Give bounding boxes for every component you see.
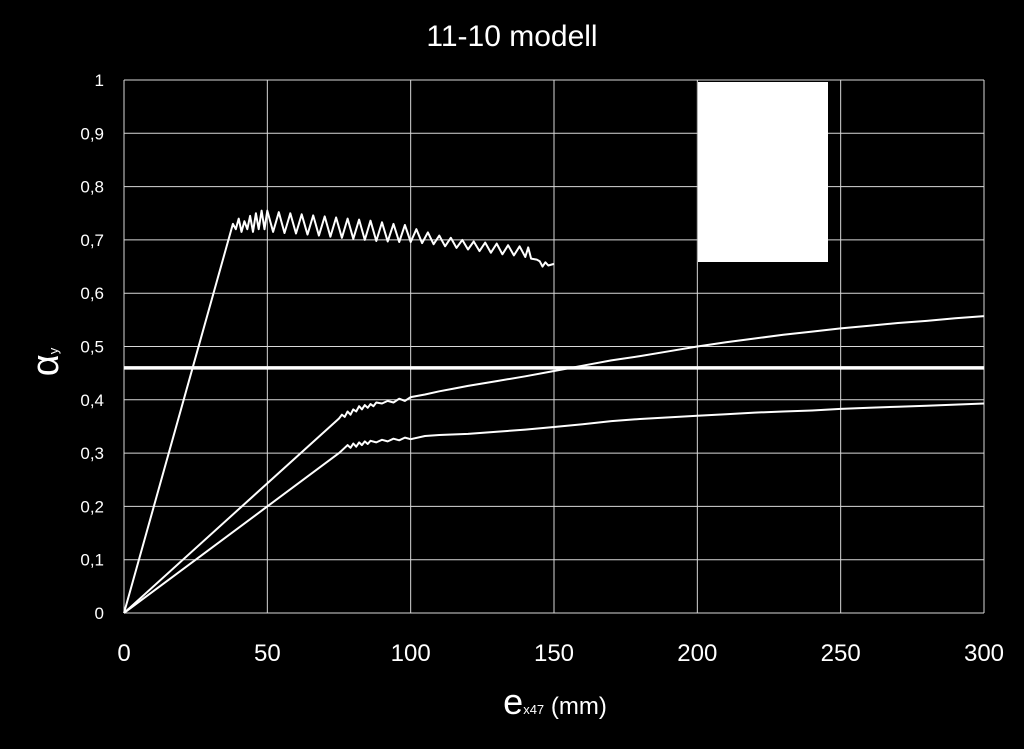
y-tick-label: 0,8 xyxy=(80,178,104,197)
x-tick-label: 0 xyxy=(117,640,130,667)
y-tick-label: 0,4 xyxy=(80,391,104,410)
y-tick-label: 0 xyxy=(95,604,104,623)
series-line-1 xyxy=(123,209,555,614)
y-axis-label-main: α xyxy=(25,354,67,376)
y-axis-label: αy xyxy=(25,347,67,376)
y-tick-label: 0,9 xyxy=(80,124,104,143)
x-tick-label: 250 xyxy=(821,640,861,667)
y-tick-label: 0,6 xyxy=(80,284,104,303)
x-tick-label: 150 xyxy=(534,640,574,667)
y-tick-label: 0,5 xyxy=(80,338,104,357)
y-tick-label: 0,2 xyxy=(80,497,104,516)
x-tick-label: 200 xyxy=(677,640,717,667)
y-tick-label: 0,7 xyxy=(80,231,104,250)
y-axis-label-sub: y xyxy=(46,347,61,354)
series-line-2 xyxy=(123,315,985,614)
x-axis-label-sub: x47 xyxy=(523,702,544,717)
chart-title: 11-10 modell xyxy=(426,20,597,53)
y-tick-label: 0,1 xyxy=(80,551,104,570)
x-tick-labels: 0 50 100 150 200 250 300 xyxy=(117,640,1004,667)
x-axis-label: ex47 (mm) xyxy=(503,681,607,722)
y-tick-label: 1 xyxy=(95,71,104,90)
x-axis-label-main: e xyxy=(503,681,523,722)
y-tick-label: 0,3 xyxy=(80,444,104,463)
white-box xyxy=(698,82,828,262)
x-tick-label: 300 xyxy=(964,640,1004,667)
axes xyxy=(123,80,984,614)
y-tick-labels: 0 0,1 0,2 0,3 0,4 0,5 0,6 0,7 0,8 0,9 1 xyxy=(80,71,104,623)
x-tick-label: 100 xyxy=(391,640,431,667)
series-line-3 xyxy=(123,402,985,614)
x-axis-label-unit: (mm) xyxy=(544,693,607,720)
x-tick-label: 50 xyxy=(254,640,281,667)
series-lines xyxy=(123,209,985,614)
